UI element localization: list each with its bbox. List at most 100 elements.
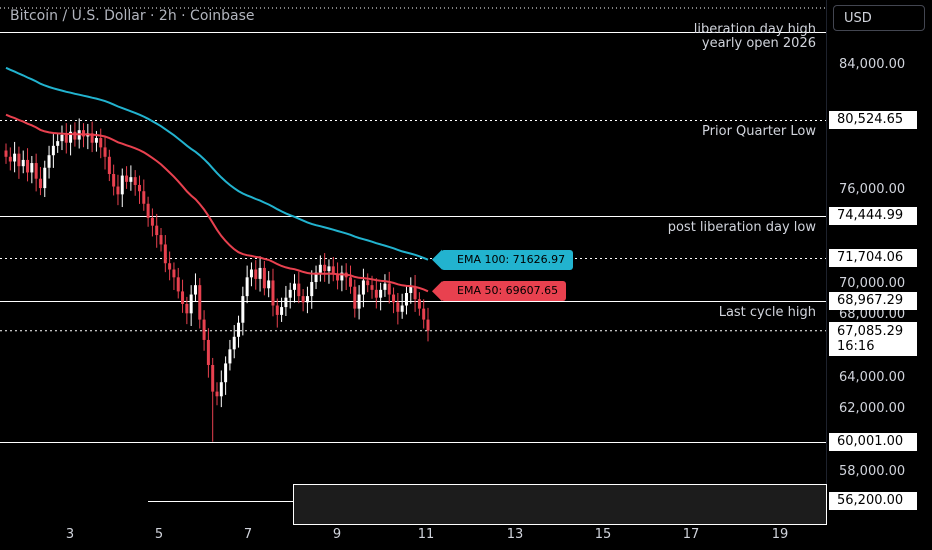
candle-body — [400, 305, 404, 312]
candle-body — [224, 363, 228, 383]
candle-body — [172, 269, 176, 278]
candle-body — [241, 296, 245, 323]
x-axis-tick-label: 7 — [243, 527, 253, 542]
candle-body — [30, 163, 34, 173]
y-axis-tick-label: 84,000.00 — [839, 57, 906, 72]
candle-body — [176, 277, 180, 292]
candle-body — [353, 286, 357, 309]
candle-body — [116, 186, 120, 195]
candle-body — [232, 336, 236, 350]
candle-body — [271, 280, 275, 306]
candle-body — [163, 244, 167, 264]
candle-body — [206, 339, 210, 365]
candle-body — [142, 191, 146, 204]
candle-body — [43, 167, 47, 189]
candle-body — [13, 153, 17, 162]
candle-body — [215, 391, 219, 397]
candle-body — [112, 174, 116, 187]
chart-title: Bitcoin / U.S. Dollar · 2h · Coinbase — [10, 8, 255, 24]
candle-body — [228, 349, 232, 364]
y-axis-tick-label: 76,000.00 — [839, 182, 906, 198]
x-axis-tick-label: 19 — [771, 527, 789, 542]
candle-body — [327, 266, 331, 272]
candle-body — [387, 283, 391, 295]
candle-body — [348, 277, 352, 287]
candle-body — [47, 155, 51, 168]
level-label-line: yearly open 2026 — [701, 35, 816, 51]
price-level-tag: 60,001.00 — [829, 432, 917, 451]
candle-body — [64, 134, 68, 143]
candle-body — [99, 138, 103, 148]
candle-body — [198, 285, 202, 320]
level-label: liberation day high yearly open 2026 — [694, 22, 816, 51]
currency-selector-button[interactable]: USD — [833, 5, 925, 31]
candle-body — [280, 307, 284, 315]
price-level-tag: 68,967.29 — [829, 292, 917, 311]
candle-body — [189, 294, 193, 314]
x-axis-tick-label: 3 — [65, 527, 75, 542]
candle-body — [413, 286, 417, 300]
x-axis-tick-label: 9 — [332, 527, 342, 542]
y-axis-tick-label: 70,000.00 — [839, 276, 906, 292]
candle-body — [301, 296, 305, 303]
candle-body — [159, 235, 163, 245]
level-label: Prior Quarter Low — [702, 124, 816, 139]
ema100-tag-pointer — [432, 249, 442, 270]
candle-body — [370, 285, 374, 290]
candle-body — [38, 178, 42, 189]
candle-body — [409, 286, 413, 293]
candle-body — [288, 289, 292, 298]
candle-body — [245, 277, 249, 297]
candle-body — [4, 150, 8, 157]
candle-body — [146, 203, 150, 218]
candle-body — [90, 133, 94, 143]
price-level-tag: 71,704.06 — [829, 249, 917, 268]
x-axis-tick-label: 17 — [682, 527, 700, 542]
candle-body — [331, 266, 335, 275]
ema100-tag: EMA 100: 71626.97 — [441, 249, 574, 270]
level-label: post liberation day low — [668, 220, 816, 235]
level-label-line: post liberation day low — [667, 219, 816, 235]
candle-body — [34, 163, 38, 179]
candle-body — [168, 263, 172, 270]
candle-body — [284, 297, 288, 308]
candle-body — [202, 319, 206, 340]
candle-body — [56, 141, 60, 146]
current-price-tag-line: 67,085.29 — [837, 323, 904, 339]
candle-body — [137, 184, 141, 192]
current-price-tag: 67,085.29 16:16 — [829, 321, 917, 356]
candle-body — [73, 131, 77, 140]
candle-body — [219, 382, 223, 397]
candle-body — [366, 280, 370, 286]
candle-body — [379, 289, 383, 298]
candle-body — [103, 147, 107, 157]
candle-body — [361, 280, 365, 295]
level-label-line: Last cycle high — [718, 305, 816, 321]
candle-body — [185, 303, 189, 314]
candle-body — [211, 364, 215, 392]
candle-body — [51, 145, 55, 156]
candle-body — [249, 269, 253, 278]
y-axis-tick-label: 64,000.00 — [839, 370, 906, 386]
candle-body — [120, 175, 124, 195]
candle-body — [8, 156, 12, 162]
y-axis-tick-label: 58,000.00 — [839, 464, 906, 479]
candle-body — [318, 264, 322, 273]
candle-body — [267, 280, 271, 289]
candle-body — [107, 156, 111, 175]
candle-body — [133, 177, 137, 185]
price-level-tag: 80,524.65 — [829, 111, 917, 130]
x-axis-tick-label: 15 — [594, 527, 612, 542]
candle-body — [155, 225, 159, 236]
candle-body — [314, 272, 318, 283]
price-level-tag: 74,444.99 — [829, 206, 917, 225]
x-axis-tick-label: 5 — [154, 527, 164, 542]
ema50-tag-pointer — [432, 281, 442, 302]
candle-body — [181, 291, 185, 304]
candle-body — [262, 267, 266, 289]
candle-body — [129, 177, 133, 182]
candle-body — [417, 299, 421, 309]
candle-body — [237, 322, 241, 337]
ema50-line — [5, 113, 429, 293]
